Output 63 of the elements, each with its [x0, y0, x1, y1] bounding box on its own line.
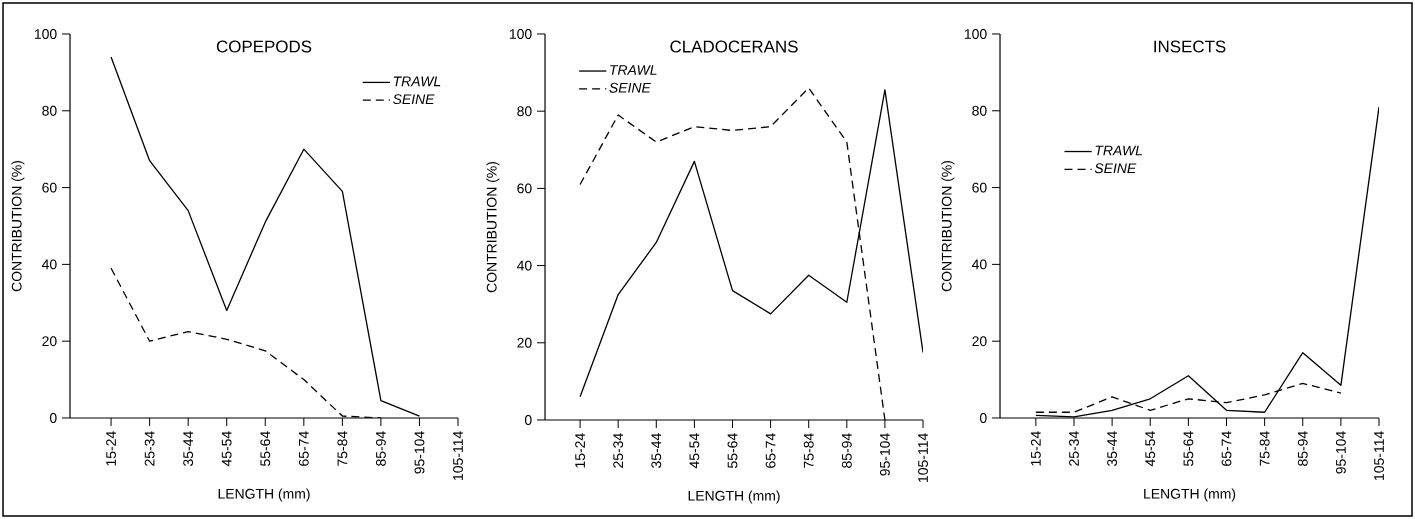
- x-tick-label: 65-74: [1221, 431, 1232, 466]
- x-tick-label: 85-94: [1297, 431, 1308, 466]
- legend-label: TRAWL: [610, 65, 657, 75]
- y-tick-label: 100: [509, 29, 532, 39]
- chart-title: COPEPODS: [216, 40, 312, 53]
- x-tick-label: 15-24: [106, 431, 117, 466]
- y-tick-label: 60: [972, 182, 987, 193]
- y-tick-label: 60: [42, 182, 57, 193]
- y-tick-label: 0: [524, 415, 532, 425]
- legend-label: TRAWL: [393, 76, 441, 87]
- x-tick-label: 85-94: [375, 431, 386, 466]
- x-tick-label: 45-54: [689, 433, 700, 469]
- chart-title: CLADOCERANS: [670, 40, 798, 53]
- x-axis-title: LENGTH (mm): [218, 488, 310, 502]
- x-tick-label: 25-34: [144, 431, 155, 466]
- x-tick-label: 55-64: [727, 433, 738, 468]
- x-tick-label: 105-114: [1374, 431, 1384, 480]
- x-axis-title: LENGTH (mm): [1144, 488, 1236, 502]
- x-tick-label: 75-84: [1259, 431, 1270, 466]
- x-tick-label: 25-34: [613, 433, 624, 468]
- y-axis-title: CONTRIBUTION (%): [486, 162, 500, 293]
- x-tick-label: 45-54: [221, 431, 232, 467]
- x-tick-label: 55-64: [260, 431, 271, 466]
- y-tick-label: 20: [517, 337, 532, 348]
- x-tick-label: 95-104: [879, 433, 890, 476]
- legend-label: TRAWL: [1095, 145, 1142, 156]
- y-tick-label: 0: [49, 413, 57, 423]
- x-tick-label: 85-94: [841, 433, 852, 468]
- x-axis-title: LENGTH (mm): [688, 490, 780, 504]
- x-tick-label: 105-114: [453, 431, 463, 480]
- y-tick-label: 60: [517, 183, 532, 194]
- x-tick-label: 15-24: [575, 433, 586, 468]
- y-axis-title: CONTRIBUTION (%): [941, 161, 955, 292]
- x-tick-label: 75-84: [337, 431, 348, 466]
- x-tick-label: 45-54: [1145, 431, 1156, 467]
- y-tick-label: 20: [42, 336, 57, 347]
- y-tick-label: 80: [517, 106, 532, 117]
- x-tick-label: 35-44: [1107, 431, 1118, 466]
- x-tick-label: 95-104: [414, 431, 425, 474]
- x-tick-label: 25-34: [1069, 431, 1079, 466]
- y-tick-label: 100: [34, 29, 57, 39]
- x-tick-label: 35-44: [651, 433, 662, 468]
- x-tick-label: 55-64: [1183, 431, 1194, 466]
- legend-label: SEINE: [393, 94, 435, 105]
- y-tick-label: 0: [979, 413, 987, 423]
- y-tick-label: 20: [972, 336, 987, 347]
- legend-label: SEINE: [609, 82, 651, 93]
- y-tick-label: 40: [516, 260, 532, 271]
- x-tick-label: 35-44: [183, 431, 194, 466]
- x-tick-label: 65-74: [298, 431, 309, 466]
- y-tick-label: 40: [41, 259, 57, 270]
- x-tick-label: 95-104: [1335, 431, 1346, 474]
- y-tick-label: 40: [971, 259, 987, 270]
- x-tick-label: 75-84: [803, 433, 814, 468]
- x-tick-label: 15-24: [1030, 431, 1041, 466]
- x-tick-label: 105-114: [918, 433, 928, 482]
- y-axis-title: CONTRIBUTION (%): [11, 161, 25, 292]
- chart-title: INSECTS: [1154, 40, 1226, 53]
- legend-label: SEINE: [1094, 163, 1137, 174]
- y-tick-label: 80: [42, 105, 57, 116]
- x-tick-label: 65-74: [765, 433, 776, 468]
- y-tick-label: 80: [972, 105, 987, 116]
- y-tick-label: 100: [964, 29, 987, 39]
